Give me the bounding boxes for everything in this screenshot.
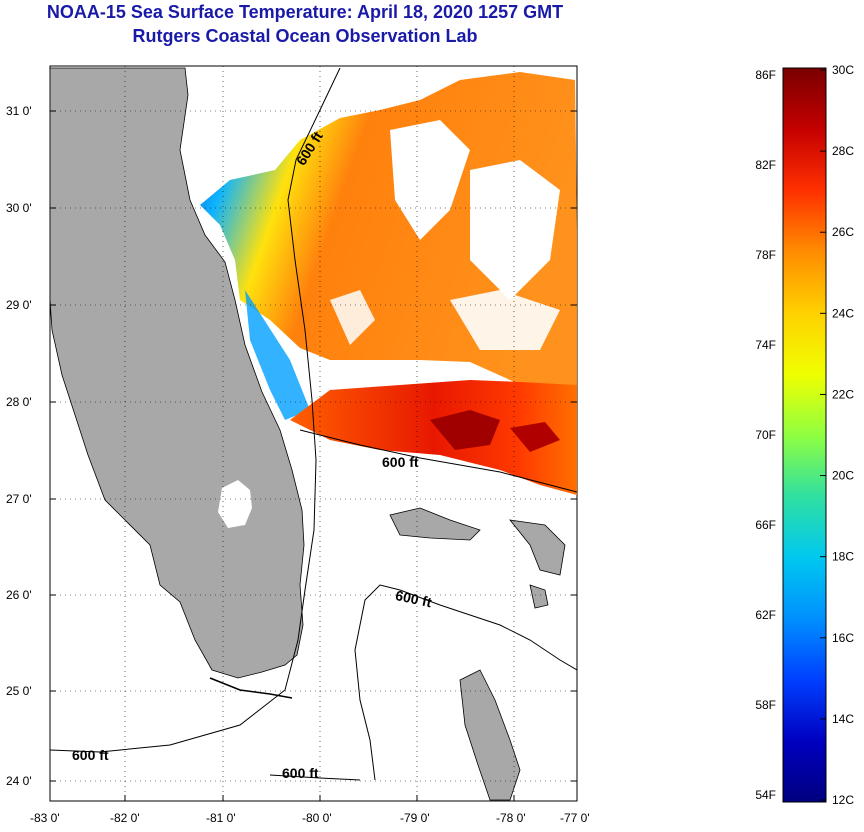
lake-okeechobee <box>218 480 252 528</box>
map-subtitle: Rutgers Coastal Ocean Observation Lab <box>132 26 478 46</box>
depth-contour-north <box>299 429 577 493</box>
lon-tick: -80 0' <box>302 811 332 825</box>
florida-keys <box>209 677 293 699</box>
depth-contour-bahamas <box>354 584 577 781</box>
lat-tick: 24 0' <box>6 774 32 788</box>
colorbar-f-label: 78F <box>755 248 776 262</box>
depth-contour-west <box>50 67 341 753</box>
colorbar-c-label: 22C <box>832 387 854 401</box>
lon-tick: -82 0' <box>110 811 140 825</box>
contour-label: 600 ft <box>282 765 319 781</box>
contour-label: 600 ft <box>72 747 109 763</box>
colorbar-c-label: 18C <box>832 550 854 564</box>
lon-tick: -78 0' <box>496 811 526 825</box>
lon-tick: -81 0' <box>206 811 236 825</box>
grand-bahama <box>389 507 481 541</box>
colorbar-f-label: 86F <box>755 68 776 82</box>
colorbar-c-label: 30C <box>832 63 854 77</box>
contour-label: 600 ft <box>382 454 419 470</box>
colorbar-c-label: 28C <box>832 144 854 158</box>
colorbar-f-label: 74F <box>755 338 776 352</box>
colorbar-gradient <box>782 67 827 803</box>
colorbar-c-label: 14C <box>832 712 854 726</box>
colorbar-c-label: 20C <box>832 469 854 483</box>
lat-tick: 30 0' <box>6 201 32 215</box>
colorbar-f-label: 82F <box>755 158 776 172</box>
colorbar-c-label: 16C <box>832 631 854 645</box>
lat-tick: 27 0' <box>6 492 32 506</box>
colorbar-f-label: 66F <box>755 518 776 532</box>
lon-tick: -83 0' <box>30 811 60 825</box>
sst-swath <box>200 72 577 495</box>
colorbar-c-label: 26C <box>832 225 854 239</box>
lat-tick: 25 0' <box>6 684 32 698</box>
colorbar-f-label: 70F <box>755 428 776 442</box>
colorbar-c-label: 24C <box>832 306 854 320</box>
lat-tick: 26 0' <box>6 588 32 602</box>
lat-tick: 28 0' <box>6 395 32 409</box>
abaco-island <box>509 519 566 576</box>
map-title: NOAA-15 Sea Surface Temperature: April 1… <box>46 2 564 22</box>
lon-tick: -77 0' <box>560 811 590 825</box>
colorbar-f-label: 54F <box>755 788 776 802</box>
colorbar-c-label: 12C <box>832 793 854 807</box>
andros-island <box>459 669 521 801</box>
lat-tick: 31 0' <box>6 104 32 118</box>
colorbar-f-label: 62F <box>755 608 776 622</box>
contour-label: 600 ft <box>394 587 433 610</box>
lat-tick: 29 0' <box>6 298 32 312</box>
depth-contour-south <box>269 774 361 781</box>
lon-tick: -79 0' <box>400 811 430 825</box>
colorbar-f-label: 58F <box>755 698 776 712</box>
